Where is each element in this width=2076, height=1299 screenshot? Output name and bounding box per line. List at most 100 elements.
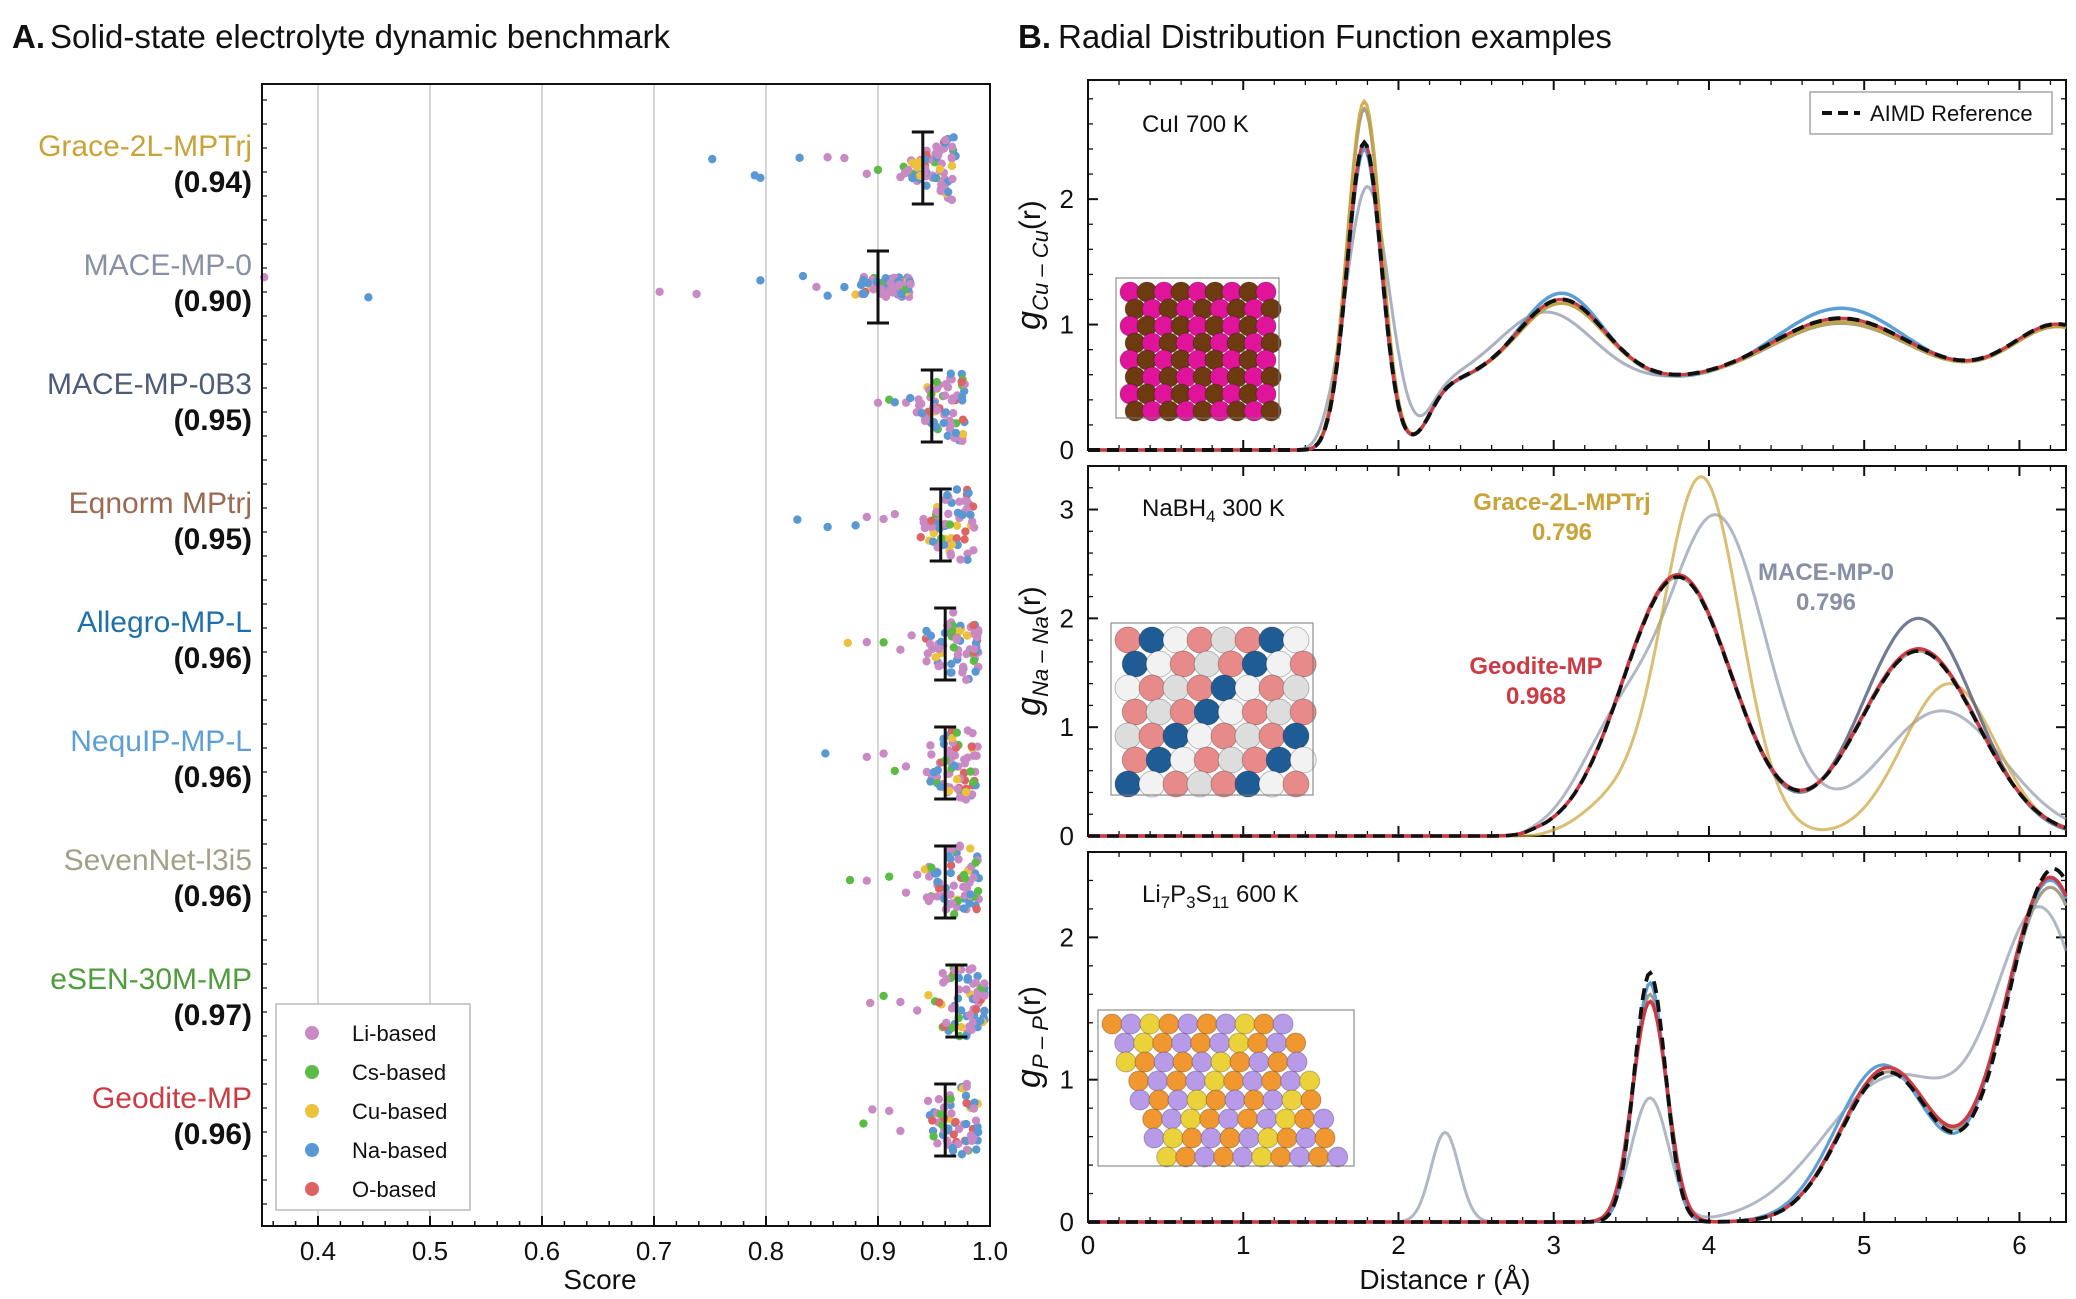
atom-sphere (1282, 770, 1310, 798)
data-point (962, 1119, 971, 1129)
data-point (949, 881, 958, 890)
data-point (969, 751, 979, 760)
data-point (869, 285, 878, 294)
data-point (934, 998, 944, 1007)
y-tick-label: 1 (1060, 712, 1074, 742)
atom-sphere (1190, 1032, 1212, 1054)
data-point (950, 761, 959, 770)
atom-sphere (1289, 650, 1317, 678)
data-point (798, 271, 808, 281)
atom-sphere (1253, 1013, 1275, 1035)
data-point (952, 521, 962, 530)
data-point (969, 621, 978, 630)
atom-sphere (1289, 1146, 1311, 1168)
atom-sphere (1282, 626, 1310, 654)
x-tick-label: 0.9 (860, 1236, 896, 1266)
atom-sphere (1138, 722, 1166, 750)
subplot-frame (1087, 465, 2067, 837)
data-point (966, 510, 975, 520)
data-point (957, 1150, 967, 1159)
legend-label: Cu-based (352, 1099, 447, 1124)
data-point (840, 282, 849, 292)
atom-sphere (1128, 1070, 1150, 1092)
data-point (913, 870, 922, 879)
data-point (923, 1096, 933, 1106)
unit-cell-outline (1115, 277, 1280, 419)
atom-sphere (1121, 698, 1149, 726)
data-point (946, 854, 955, 863)
data-point (952, 728, 962, 737)
data-point (957, 377, 966, 387)
data-point (927, 863, 936, 872)
data-point (916, 532, 925, 542)
data-point (947, 161, 957, 171)
x-tick-label: 0.8 (748, 1236, 784, 1266)
rdf-legend-label: AIMD Reference (1870, 101, 2033, 126)
crystal-structure-inset (1097, 1009, 1355, 1168)
data-point (947, 396, 957, 405)
atom-sphere (1185, 1070, 1207, 1092)
data-point (958, 429, 968, 439)
data-point (756, 173, 765, 183)
atom-sphere (1224, 1089, 1246, 1111)
data-point (879, 749, 888, 758)
data-point (906, 393, 915, 403)
data-point (946, 1094, 955, 1104)
atom-sphere (1272, 1013, 1294, 1035)
atom-sphere (1169, 746, 1197, 774)
data-point (928, 644, 937, 654)
data-point (897, 289, 906, 299)
data-point (946, 369, 956, 378)
data-point (868, 1105, 877, 1114)
atom-sphere (1186, 626, 1214, 654)
data-point (917, 409, 927, 418)
atom-sphere (1256, 1108, 1278, 1130)
data-point (933, 1139, 942, 1148)
atom-sphere (1232, 1146, 1254, 1168)
data-point (960, 535, 969, 544)
legend-marker (305, 1182, 319, 1196)
data-point (965, 1010, 974, 1020)
data-point (941, 408, 950, 417)
data-point (879, 514, 888, 524)
data-point (364, 293, 373, 302)
data-point (922, 626, 931, 636)
atom-sphere (1267, 1051, 1289, 1073)
data-point (948, 408, 958, 418)
data-point (933, 892, 942, 901)
data-point (953, 650, 963, 660)
x-tick-label: 0.7 (636, 1236, 672, 1266)
data-point (945, 520, 955, 529)
data-point (971, 1116, 981, 1125)
atom-sphere (1134, 1051, 1156, 1073)
data-point (901, 888, 911, 897)
x-tick-label: 1 (1236, 1230, 1250, 1260)
atom-sphere (1138, 674, 1166, 702)
atom-sphere (1308, 1146, 1330, 1168)
atom-sphere (1241, 698, 1269, 726)
data-point (946, 868, 955, 878)
data-point (967, 1136, 977, 1145)
panel-a-axis: 0.4 0.5 0.6 0.7 0.8 0.9 1.0 (262, 99, 1008, 1266)
data-point (947, 540, 957, 549)
data-point (959, 882, 968, 892)
legend-marker (305, 1065, 319, 1079)
data-point (968, 728, 977, 738)
model-name-label: SevenNet-l3i5 (64, 844, 252, 877)
data-point (904, 165, 913, 175)
atom-sphere (1275, 1108, 1297, 1130)
atom-sphere (1186, 674, 1214, 702)
atom-sphere (1258, 626, 1286, 654)
data-point (980, 979, 989, 988)
atom-sphere (1101, 1013, 1123, 1035)
data-point (881, 292, 891, 301)
data-point (946, 551, 955, 560)
data-point (968, 1018, 978, 1027)
data-point (938, 969, 947, 978)
data-point (955, 627, 964, 636)
y-tick-label: 0 (1060, 1207, 1074, 1237)
data-point (896, 645, 905, 654)
data-point (963, 975, 972, 984)
data-point (927, 516, 936, 525)
